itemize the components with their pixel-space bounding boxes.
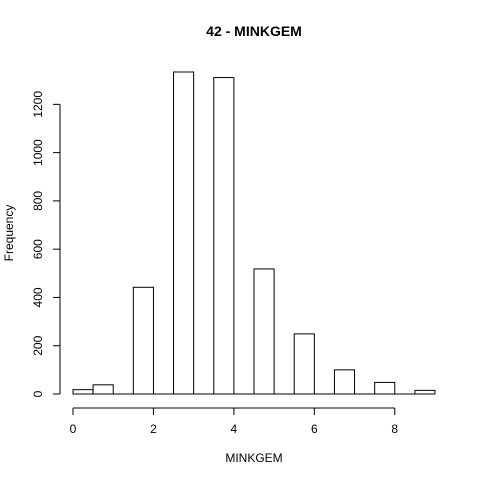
y-tick-label: 600 [31,239,45,259]
histogram-bar [414,389,436,395]
y-tick-label: 400 [31,287,45,307]
y-tick-label: 200 [31,335,45,355]
x-tick-label: 4 [231,422,238,436]
histogram-bar [132,286,154,395]
histogram-bar [92,384,114,395]
histogram-bar [293,333,315,395]
y-tick-label: 0 [31,390,45,397]
y-tick-label: 800 [31,191,45,211]
bars-group [72,71,436,395]
histogram-bar [333,369,356,395]
x-tick-label: 0 [70,422,77,436]
y-tick-label: 1000 [31,139,45,166]
histogram-bar [374,381,396,395]
histogram-bar [173,71,195,395]
chart-title: 42 - MINKGEM [206,23,302,39]
histogram-bar [72,389,94,395]
x-tick-label: 6 [311,422,318,436]
x-tick-label: 8 [391,422,398,436]
y-axis: 0 200 400 600 800 1000 1200 [31,91,61,397]
y-axis-label: Frequency [2,205,16,262]
x-axis-label: MINKGEM [225,451,282,465]
histogram-bar [253,268,275,395]
x-axis: 0 2 4 6 8 [70,407,398,436]
y-tick-label: 1200 [31,91,45,118]
histogram-bar [213,77,235,395]
x-tick-label: 2 [150,422,157,436]
